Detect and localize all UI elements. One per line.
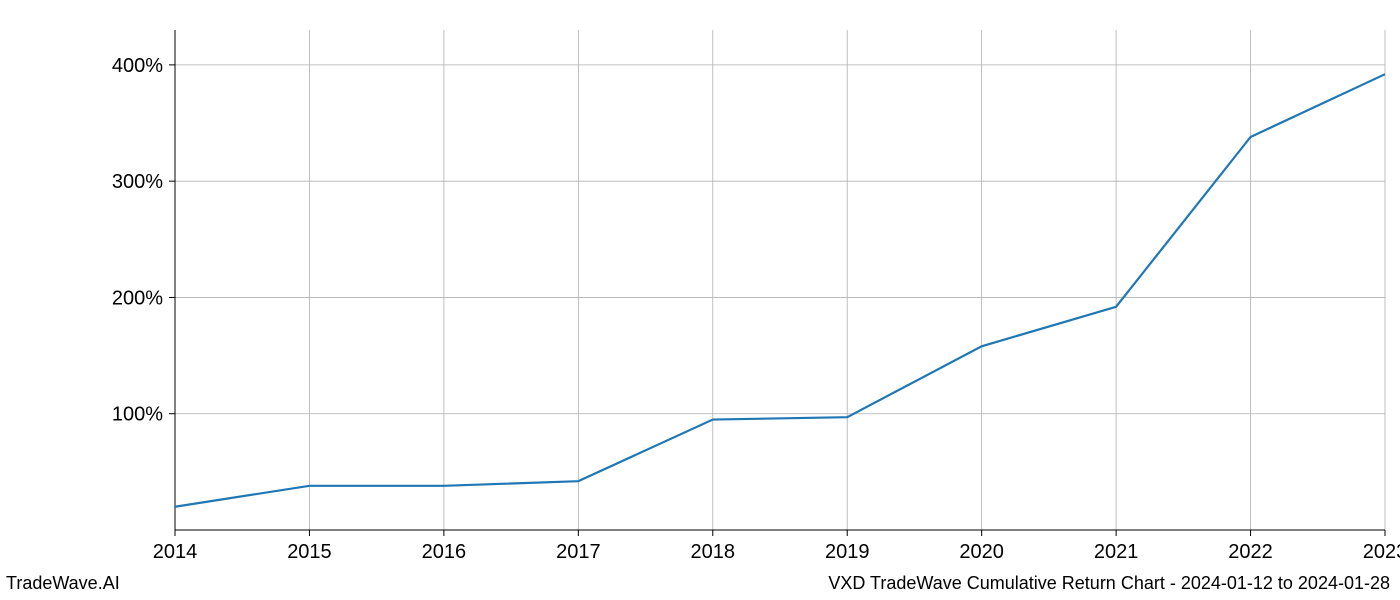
y-tick-label: 300% xyxy=(112,171,163,193)
x-tick-label: 2020 xyxy=(959,541,1004,563)
x-tick-label: 2014 xyxy=(153,541,198,563)
y-tick-label: 100% xyxy=(112,404,163,426)
x-tick-label: 2023 xyxy=(1363,541,1400,563)
line-chart-svg: 2014 2015 2016 2017 2018 2019 2020 2021 2022 2023… xyxy=(0,0,1400,600)
x-tick-label: 2022 xyxy=(1228,541,1273,563)
cumulative-return-line xyxy=(175,74,1385,507)
footer-brand: TradeWave.AI xyxy=(6,573,120,594)
x-tick-label: 2016 xyxy=(422,541,467,563)
x-tick-label: 2017 xyxy=(556,541,601,563)
y-tick-label: 400% xyxy=(112,55,163,77)
footer-caption: VXD TradeWave Cumulative Return Chart - … xyxy=(828,573,1390,594)
y-tick-label: 200% xyxy=(112,287,163,309)
x-tick-label: 2015 xyxy=(287,541,332,563)
x-tick-label: 2021 xyxy=(1094,541,1139,563)
x-tick-label: 2018 xyxy=(691,541,736,563)
x-tick-label: 2019 xyxy=(825,541,870,563)
chart-container: 2014 2015 2016 2017 2018 2019 2020 2021 2022 2023… xyxy=(0,0,1400,600)
